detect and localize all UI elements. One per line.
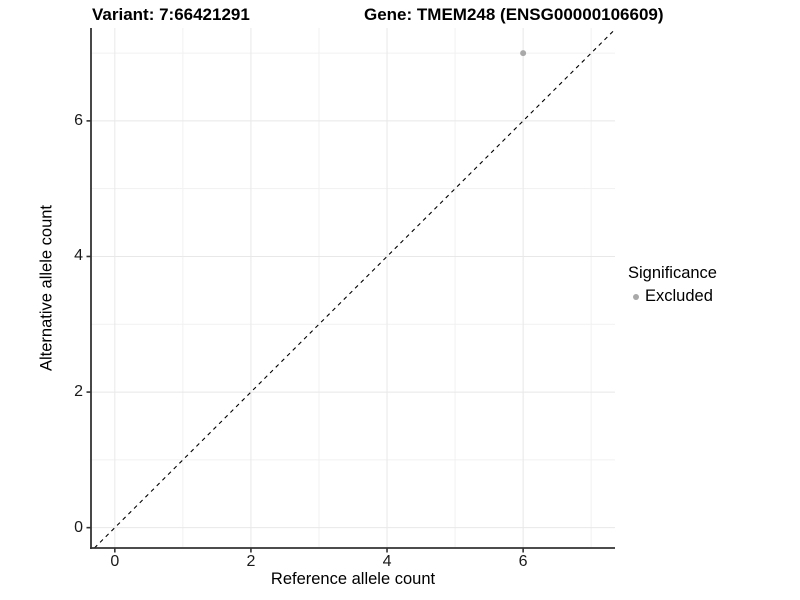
data-point bbox=[520, 50, 527, 57]
variant-title: Variant: 7:66421291 bbox=[92, 5, 250, 24]
gene-title: Gene: TMEM248 (ENSG00000106609) bbox=[364, 5, 664, 24]
legend-entry-label: Excluded bbox=[645, 287, 713, 305]
x-axis-title: Reference allele count bbox=[270, 570, 436, 588]
x-tick-label: 0 bbox=[110, 553, 120, 570]
y-tick-label: 2 bbox=[74, 383, 83, 401]
x-tick-label: 2 bbox=[246, 553, 256, 570]
legend-entries: Excluded bbox=[628, 287, 717, 306]
y-tick-label: 0 bbox=[74, 518, 83, 536]
y-tick-label: 4 bbox=[74, 247, 83, 265]
legend: Significance Excluded bbox=[628, 264, 717, 306]
identity-reference-line bbox=[94, 28, 616, 549]
x-tick-label: 4 bbox=[382, 553, 392, 570]
legend-title: Significance bbox=[628, 264, 717, 282]
legend-dot-icon bbox=[633, 293, 639, 300]
x-tick-label: 6 bbox=[518, 553, 528, 570]
legend-entry: Excluded bbox=[628, 287, 717, 306]
legend-point-icon bbox=[628, 289, 644, 305]
y-tick-label: 6 bbox=[74, 111, 83, 129]
y-axis-title: Alternative allele count bbox=[37, 204, 56, 372]
